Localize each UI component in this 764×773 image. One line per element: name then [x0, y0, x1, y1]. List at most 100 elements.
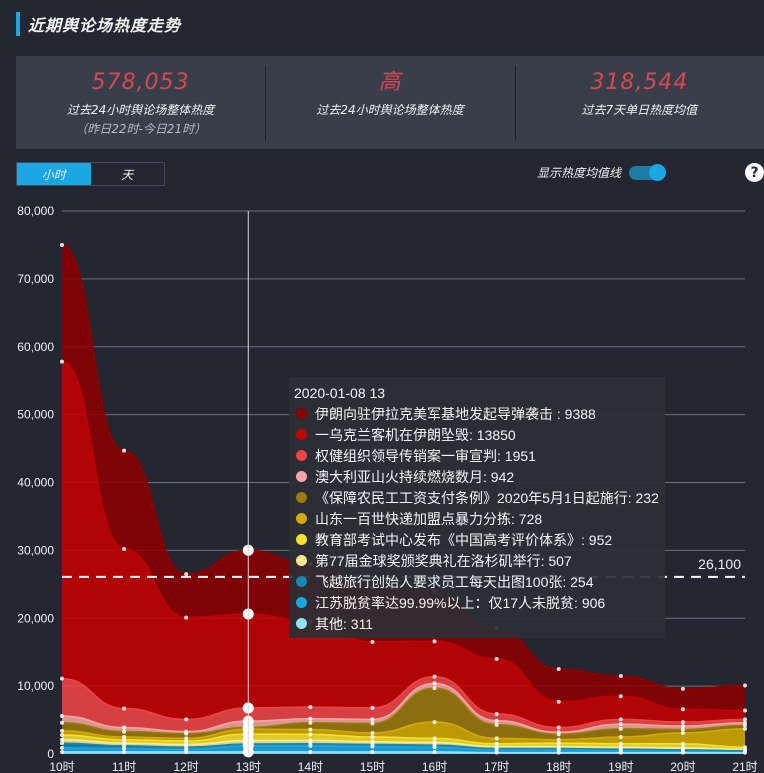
data-point	[184, 615, 189, 620]
data-point	[494, 722, 499, 727]
stat-heat-level: 高 过去24小时舆论场整体热度	[265, 56, 514, 149]
data-point	[556, 730, 561, 735]
y-axis-tick-label: 20,000	[17, 611, 54, 625]
series-area	[62, 722, 745, 748]
data-point	[60, 741, 64, 746]
data-point	[308, 749, 313, 754]
tooltip-row: 江苏脱贫率达99.99%以上：仅17人未脱贫: 906	[294, 592, 660, 613]
toggle-label: 显示热度均值线	[537, 166, 622, 180]
x-axis-tick-label: 13时	[236, 760, 261, 773]
series-line	[61, 751, 745, 754]
data-point	[680, 724, 685, 729]
data-point	[308, 716, 313, 721]
data-point	[122, 735, 127, 740]
data-point	[680, 741, 685, 746]
data-point	[680, 720, 685, 725]
data-point	[556, 699, 561, 704]
data-point	[370, 640, 375, 645]
legend-dot-icon	[296, 513, 307, 524]
toggle-knob	[649, 163, 667, 181]
tooltip-row: 教育部考试中心发布《中国高考评价体系》: 952	[294, 529, 660, 550]
data-point	[184, 717, 189, 722]
data-point	[618, 673, 623, 678]
x-axis-tick-label: 17时	[484, 760, 509, 773]
tooltip-row-label: 其他: 311	[315, 615, 374, 632]
data-point	[60, 720, 64, 725]
data-point	[308, 741, 313, 746]
data-point	[494, 718, 499, 723]
legend-dot-icon	[296, 408, 307, 419]
tab-hour[interactable]: 小时	[17, 163, 91, 185]
data-point	[370, 717, 375, 722]
data-point	[432, 740, 437, 745]
tooltip-row-label: 伊朗向驻伊拉克美军基地发起导弹袭击 : 9388	[315, 405, 596, 422]
section-header: 近期舆论场热度走势	[16, 12, 181, 36]
tab-day[interactable]: 天	[121, 167, 134, 182]
series-area	[62, 361, 745, 728]
x-axis-tick-label: 12时	[174, 760, 199, 773]
data-point	[60, 745, 64, 750]
x-axis-tick-label: 10时	[49, 760, 74, 773]
tooltip-row-label: 《保障农民工工资支付条例》2020年5月1日起施行: 232	[315, 489, 659, 506]
average-line-toggle[interactable]	[629, 163, 667, 181]
legend-dot-icon	[296, 618, 307, 629]
title-accent-bar	[16, 12, 20, 36]
y-axis-tick-label: 10,000	[17, 679, 54, 693]
average-line-toggle-group: 显示热度均值线	[537, 163, 667, 181]
x-axis-tick-label: 20时	[670, 760, 695, 773]
data-point	[370, 735, 375, 740]
data-point	[308, 727, 313, 732]
series-area	[62, 688, 745, 740]
data-point	[184, 572, 189, 577]
data-point	[308, 738, 313, 743]
data-point	[556, 744, 561, 749]
x-axis-tick-label: 15时	[360, 760, 385, 773]
series-area	[62, 676, 745, 733]
legend-dot-icon	[296, 471, 307, 482]
stacked-area-chart[interactable]: 0 10,000 20,000 30,000 40,000 50,000 60,000 70,…	[0, 195, 764, 773]
data-point	[308, 720, 313, 725]
data-point	[308, 705, 313, 710]
data-point	[122, 547, 127, 552]
data-point	[432, 674, 437, 679]
data-point	[618, 745, 623, 750]
series-area	[62, 745, 745, 753]
data-point	[743, 745, 747, 750]
data-point	[60, 732, 64, 737]
tooltip-row: 第77届金球奖颁奖典礼在洛杉矶举行: 507	[294, 550, 660, 571]
data-point	[432, 686, 437, 691]
data-point	[60, 359, 64, 364]
legend-dot-icon	[296, 534, 307, 545]
tooltip-row-label: 飞越旅行创始人要求员工每天出图100张: 254	[315, 573, 594, 590]
data-point	[370, 730, 375, 735]
data-point	[308, 732, 313, 737]
data-point	[184, 736, 189, 741]
data-point	[432, 639, 437, 644]
stat-label: 过去24小时舆论场整体热度	[316, 103, 464, 117]
y-axis-tick-label: 40,000	[17, 476, 54, 490]
series-line	[61, 733, 746, 749]
data-point	[556, 667, 561, 672]
y-axis-tick-label: 70,000	[17, 272, 54, 286]
tooltip-row-label: 山东一百世快递加盟点暴力分拣: 728	[315, 510, 543, 527]
data-point	[680, 686, 685, 691]
tooltip-row: 飞越旅行创始人要求员工每天出图100张: 254	[294, 571, 660, 592]
data-point	[494, 741, 499, 746]
data-point	[184, 729, 189, 734]
tooltip-row: 其他: 311	[294, 613, 660, 634]
data-point	[618, 726, 623, 731]
stats-panel: 578,053 过去24小时舆论场整体热度 （昨日22时-今日21时） 高 过去…	[16, 56, 764, 149]
tooltip-row-label: 一乌克兰客机在伊朗坠毁: 13850	[315, 426, 516, 443]
tooltip-title: 2020-01-08 13	[294, 385, 386, 401]
data-point	[494, 656, 499, 661]
data-point	[743, 708, 747, 713]
tooltip-row-label: 澳大利亚山火持续燃烧数月: 942	[315, 468, 515, 485]
data-point	[60, 713, 64, 718]
stat-label: 过去24小时舆论场整体热度	[67, 103, 215, 117]
series-line	[61, 675, 746, 729]
help-icon[interactable]: ?	[745, 163, 764, 182]
data-point	[680, 707, 685, 712]
data-point	[60, 728, 64, 733]
data-point	[60, 737, 64, 742]
stat-value: 578,053	[91, 70, 190, 95]
